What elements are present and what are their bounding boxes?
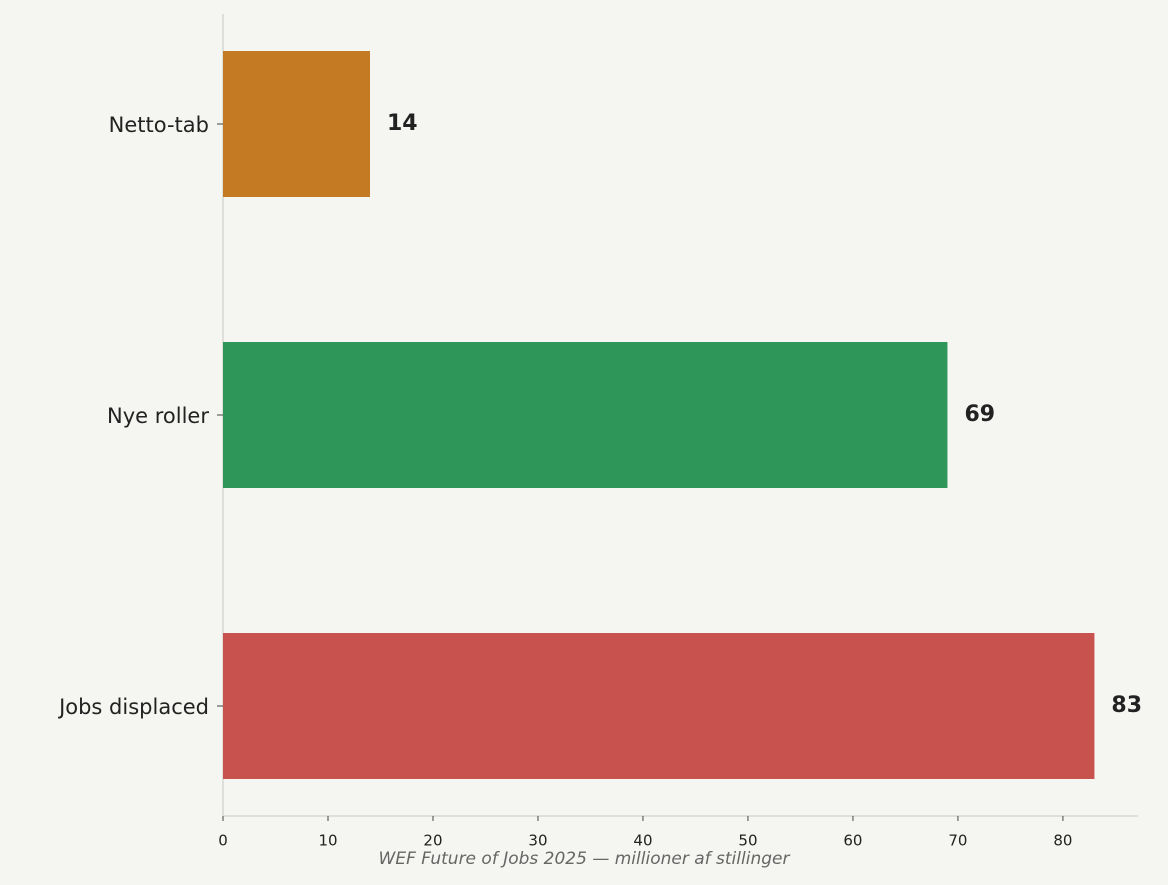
bar bbox=[223, 633, 1095, 779]
x-tick-label: 40 bbox=[633, 832, 652, 850]
x-tick-label: 0 bbox=[218, 832, 228, 850]
value-label: 83 bbox=[1111, 693, 1142, 718]
bar bbox=[223, 342, 948, 488]
x-tick-label: 10 bbox=[318, 832, 337, 850]
x-tick-label: 80 bbox=[1053, 832, 1072, 850]
x-tick-label: 30 bbox=[528, 832, 547, 850]
x-tick-label: 70 bbox=[948, 832, 967, 850]
value-label: 69 bbox=[964, 402, 995, 427]
x-axis-label: WEF Future of Jobs 2025 — millioner af s… bbox=[379, 849, 791, 869]
y-tick-label: Netto-tab bbox=[109, 113, 209, 137]
x-tick-label: 20 bbox=[423, 832, 442, 850]
bar bbox=[223, 51, 370, 197]
x-tick-label: 60 bbox=[843, 832, 862, 850]
value-label: 14 bbox=[387, 111, 418, 136]
y-tick-label: Nye roller bbox=[107, 404, 209, 428]
y-tick-label: Jobs displaced bbox=[57, 695, 209, 719]
x-tick-label: 50 bbox=[738, 832, 757, 850]
